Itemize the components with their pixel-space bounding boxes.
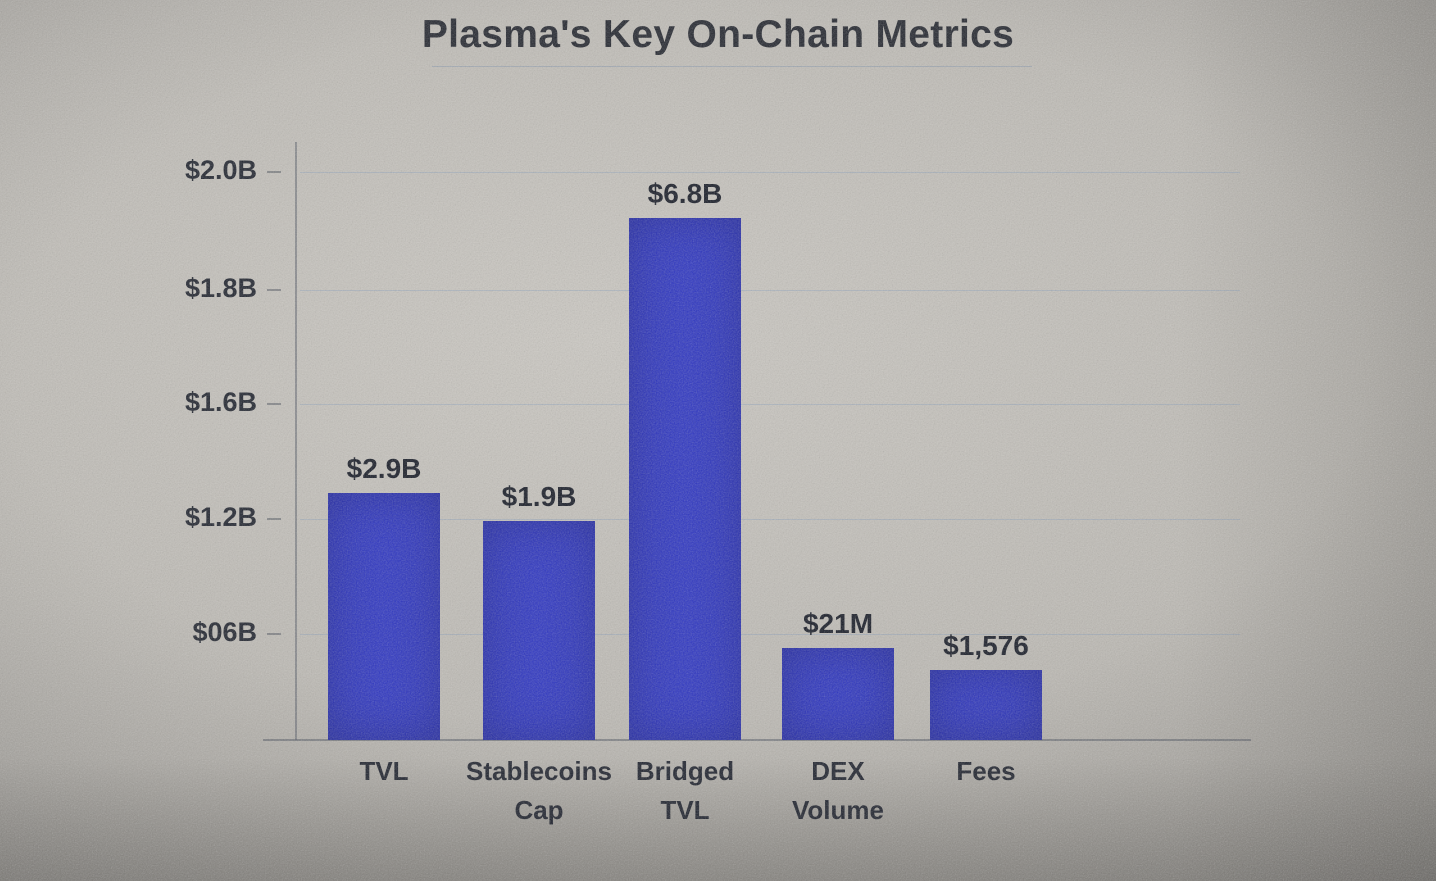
- x-category-label-line: Fees: [956, 756, 1016, 786]
- x-category-label-bridged-tvl: Bridged TVL: [636, 752, 734, 830]
- y-tick-label: $1.6B: [184, 387, 257, 417]
- y-axis-tick: [267, 633, 281, 635]
- x-category-label-line: TVL: [359, 756, 409, 786]
- gridline: [300, 634, 1240, 635]
- x-category-label-line: Stablecoins: [466, 756, 612, 786]
- x-category-label-fees: Fees: [956, 752, 1015, 791]
- gridline: [300, 290, 1240, 291]
- x-category-label-line: DEX: [811, 756, 865, 786]
- bar-value-label-tvl: $2.9B: [346, 453, 422, 484]
- y-tick-label: $06B: [192, 617, 257, 647]
- bar-tvl: [328, 493, 440, 740]
- x-category-label-line: TVL: [660, 795, 710, 825]
- y-tick-label: $1.2B: [184, 502, 257, 532]
- gridline: [300, 404, 1240, 405]
- bar-value-label-bridged-tvl: $6.8B: [647, 178, 723, 209]
- bar-fees: [930, 670, 1042, 740]
- y-tick-label: $1.8B: [184, 273, 257, 303]
- x-category-label-line: Cap: [514, 795, 564, 825]
- y-axis-line: [295, 142, 297, 740]
- gridline: [300, 172, 1240, 173]
- bar-value-label-fees: $1,576: [943, 630, 1029, 661]
- x-category-label-tvl: TVL: [359, 752, 408, 791]
- y-axis-tick: [267, 289, 281, 291]
- gridline: [300, 519, 1240, 520]
- bar-value-label-stablecoins-cap: $1.9B: [501, 481, 577, 512]
- x-category-label-stablecoins-cap: Stablecoins Cap: [466, 752, 612, 830]
- x-category-label-dex-volume: DEX Volume: [792, 752, 884, 830]
- bar-stablecoins-cap: [483, 521, 595, 740]
- bar-bridged-tvl: [629, 218, 741, 740]
- y-axis-tick: [267, 171, 281, 173]
- y-axis-tick: [267, 403, 281, 405]
- x-category-label-line: Volume: [792, 795, 884, 825]
- x-category-label-line: Bridged: [635, 756, 735, 786]
- bar-dex-volume: [782, 648, 894, 740]
- y-tick-label: $2.0B: [184, 155, 257, 185]
- y-axis-tick: [267, 518, 281, 520]
- bar-value-label-dex-volume: $21M: [802, 608, 874, 639]
